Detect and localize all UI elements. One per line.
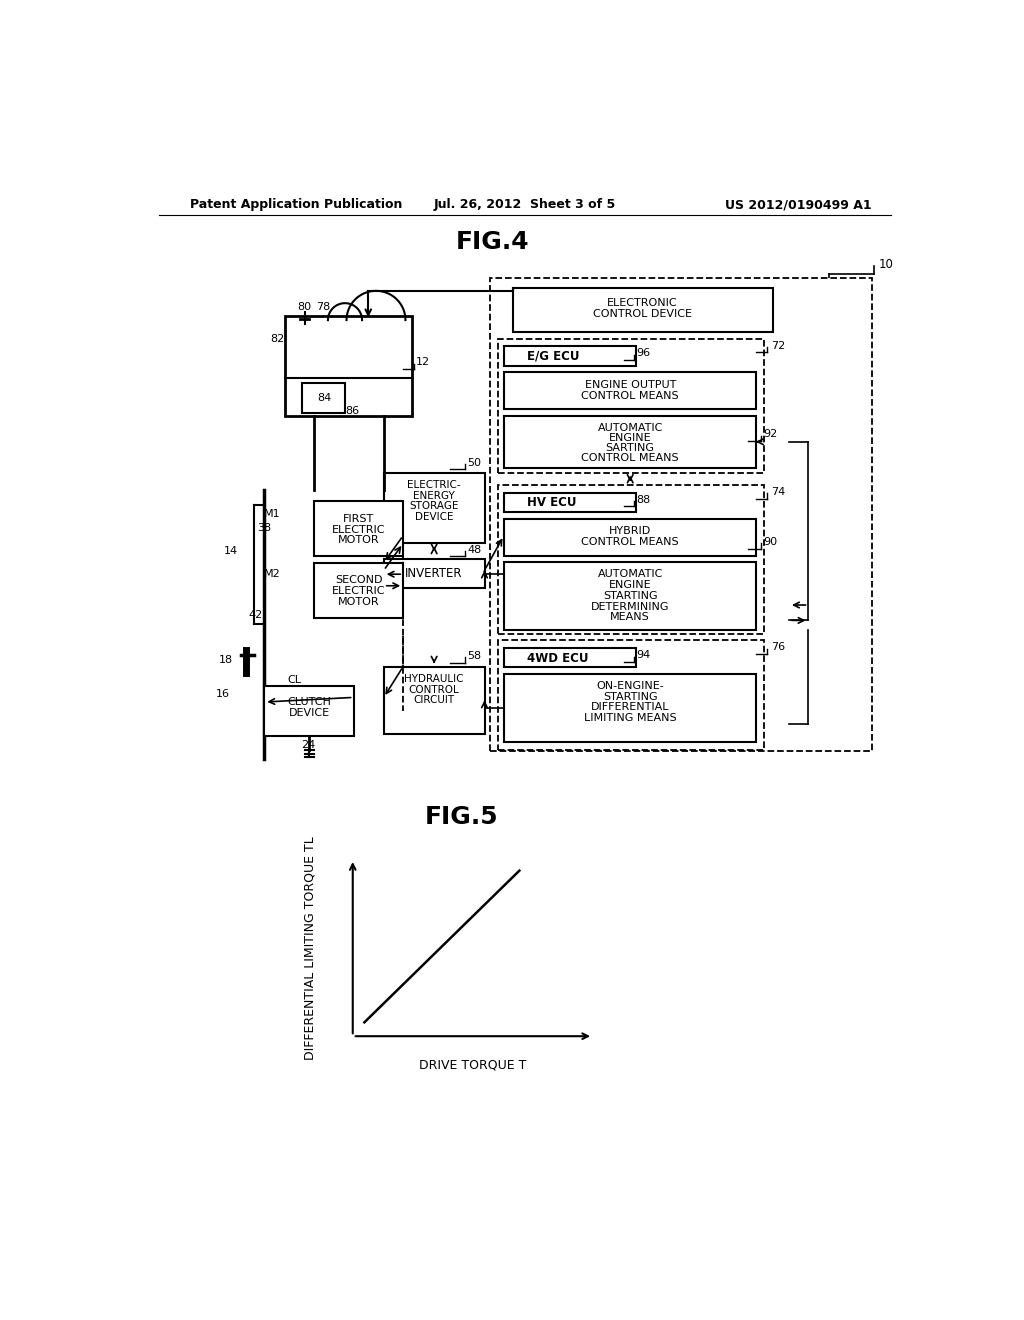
Bar xyxy=(504,675,756,742)
Text: STORAGE: STORAGE xyxy=(410,502,459,511)
Text: ENGINE: ENGINE xyxy=(609,579,651,590)
Text: FIG.5: FIG.5 xyxy=(424,805,498,829)
Text: E/G ECU: E/G ECU xyxy=(527,350,580,363)
Text: MOTOR: MOTOR xyxy=(338,536,380,545)
Text: AUTOMATIC: AUTOMATIC xyxy=(598,422,663,433)
Text: FIRST: FIRST xyxy=(343,513,375,524)
Text: 80: 80 xyxy=(297,302,311,312)
Text: 48: 48 xyxy=(467,545,481,554)
Text: 86: 86 xyxy=(346,407,359,416)
Bar xyxy=(489,277,872,751)
Text: 74: 74 xyxy=(771,487,785,496)
Text: CLUTCH: CLUTCH xyxy=(288,697,332,708)
Bar xyxy=(504,346,636,366)
Bar xyxy=(285,317,413,416)
Bar xyxy=(513,288,773,333)
Bar xyxy=(384,558,484,589)
Text: US 2012/0190499 A1: US 2012/0190499 A1 xyxy=(725,198,872,211)
Text: 50: 50 xyxy=(467,458,481,467)
Bar xyxy=(498,484,764,635)
Bar xyxy=(504,648,636,668)
Bar xyxy=(302,383,345,412)
Text: DEVICE: DEVICE xyxy=(415,512,454,523)
Text: 72: 72 xyxy=(771,341,785,351)
Text: 18: 18 xyxy=(218,656,232,665)
Text: CONTROL: CONTROL xyxy=(409,685,460,694)
Bar xyxy=(384,473,484,544)
Text: DIFFERENTIAL: DIFFERENTIAL xyxy=(591,702,670,713)
Bar xyxy=(264,686,353,737)
Bar xyxy=(498,339,764,473)
Text: 88: 88 xyxy=(636,495,650,504)
Text: MOTOR: MOTOR xyxy=(338,597,380,607)
Text: 58: 58 xyxy=(467,651,481,661)
Text: AUTOMATIC: AUTOMATIC xyxy=(598,569,663,579)
Bar xyxy=(314,502,403,557)
Text: LIMITING MEANS: LIMITING MEANS xyxy=(584,713,677,723)
Text: CONTROL DEVICE: CONTROL DEVICE xyxy=(593,309,692,319)
Text: 90: 90 xyxy=(764,537,777,546)
Text: 82: 82 xyxy=(270,334,285,345)
Text: ON-ENGINE-: ON-ENGINE- xyxy=(596,681,665,690)
Text: 42: 42 xyxy=(248,610,262,620)
Text: M1: M1 xyxy=(263,510,281,519)
Text: 12: 12 xyxy=(417,358,430,367)
Text: HYBRID: HYBRID xyxy=(609,527,651,536)
Text: 94: 94 xyxy=(636,649,650,660)
Text: INVERTER: INVERTER xyxy=(406,566,463,579)
Bar xyxy=(504,492,636,512)
Text: STARTING: STARTING xyxy=(603,692,657,702)
Text: SARTING: SARTING xyxy=(606,444,654,453)
Bar xyxy=(498,640,764,750)
Text: FIG.4: FIG.4 xyxy=(456,230,529,253)
Text: CIRCUIT: CIRCUIT xyxy=(414,696,455,705)
Bar xyxy=(504,562,756,630)
Text: M2: M2 xyxy=(263,569,281,579)
Text: STARTING: STARTING xyxy=(603,591,657,601)
Text: ENGINE OUTPUT: ENGINE OUTPUT xyxy=(585,380,676,389)
Text: 78: 78 xyxy=(316,302,331,312)
Text: 76: 76 xyxy=(771,643,785,652)
Text: HV ECU: HV ECU xyxy=(527,496,577,510)
Text: 4WD ECU: 4WD ECU xyxy=(527,652,589,665)
Bar xyxy=(314,562,403,618)
Text: ENGINE: ENGINE xyxy=(609,433,651,444)
Text: DRIVE TORQUE T: DRIVE TORQUE T xyxy=(419,1059,526,1072)
Text: Patent Application Publication: Patent Application Publication xyxy=(190,198,402,211)
Text: 14: 14 xyxy=(224,546,239,556)
Bar xyxy=(504,519,756,556)
Text: 84: 84 xyxy=(317,393,331,403)
Bar xyxy=(504,372,756,409)
Text: CL: CL xyxy=(287,676,301,685)
Text: ELECTRIC: ELECTRIC xyxy=(332,586,386,597)
Text: 24: 24 xyxy=(301,741,315,750)
Text: DIFFERENTIAL LIMITING TORQUE TL: DIFFERENTIAL LIMITING TORQUE TL xyxy=(304,836,316,1060)
Text: DEVICE: DEVICE xyxy=(289,708,330,718)
Text: ELECTRIC-: ELECTRIC- xyxy=(408,480,461,490)
Text: CONTROL MEANS: CONTROL MEANS xyxy=(582,391,679,400)
Text: 38: 38 xyxy=(257,523,271,533)
Text: CONTROL MEANS: CONTROL MEANS xyxy=(582,453,679,463)
Text: 96: 96 xyxy=(636,348,650,358)
Text: DETERMINING: DETERMINING xyxy=(591,602,670,611)
Text: ENERGY: ENERGY xyxy=(414,491,455,500)
Text: ELECTRONIC: ELECTRONIC xyxy=(607,298,678,308)
Text: 16: 16 xyxy=(215,689,229,698)
Text: SECOND: SECOND xyxy=(335,576,383,585)
Text: CONTROL MEANS: CONTROL MEANS xyxy=(582,537,679,546)
Bar xyxy=(384,667,484,734)
Bar xyxy=(504,416,756,469)
Text: MEANS: MEANS xyxy=(610,612,650,622)
Text: HYDRAULIC: HYDRAULIC xyxy=(404,675,464,684)
Text: 10: 10 xyxy=(879,259,893,271)
Text: 92: 92 xyxy=(764,429,778,440)
Text: ELECTRIC: ELECTRIC xyxy=(332,524,386,535)
Text: Jul. 26, 2012  Sheet 3 of 5: Jul. 26, 2012 Sheet 3 of 5 xyxy=(434,198,615,211)
